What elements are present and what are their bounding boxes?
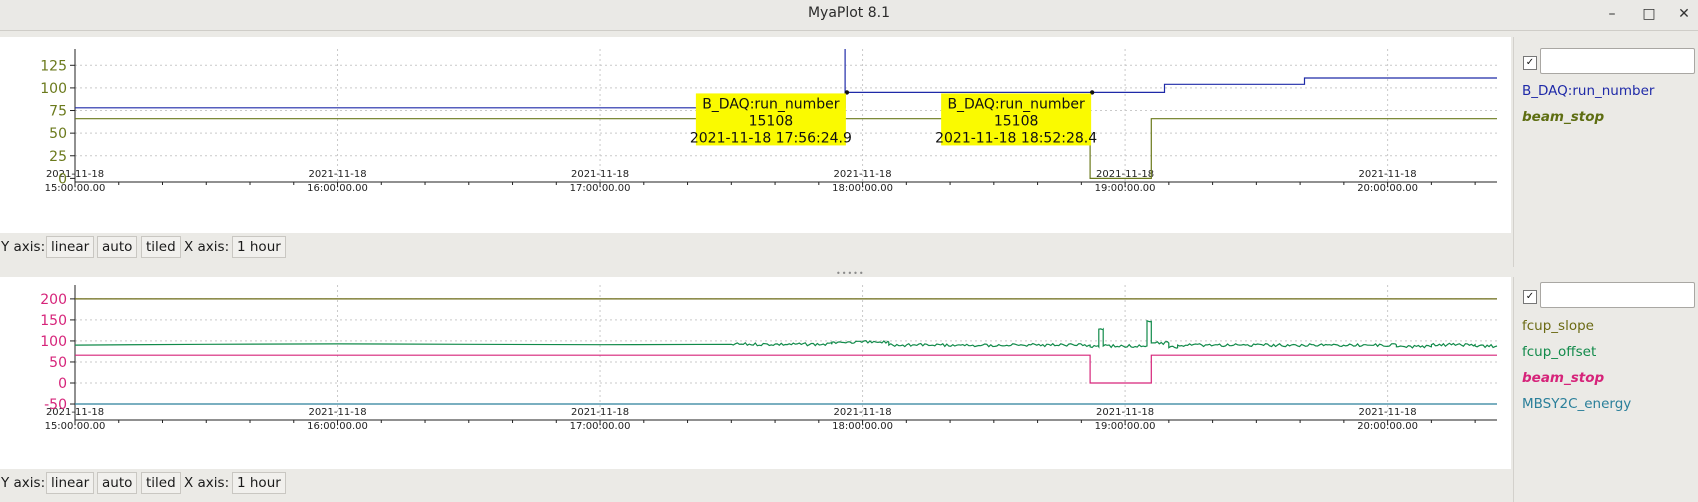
x-tick-label-time: 19:00:00.00	[1095, 183, 1156, 194]
x-tick-label-time: 15:00:00.00	[45, 183, 106, 194]
annotation-value: 15108	[749, 113, 794, 129]
legend-item-mbsy2c-energy[interactable]: MBSY2C_energy	[1522, 396, 1632, 412]
x-tick-label-time: 17:00:00.00	[570, 183, 631, 194]
x-tick-label-date: 2021-11-18	[834, 407, 892, 418]
legend-item-fcup-offset[interactable]: fcup_offset	[1522, 344, 1597, 360]
annotation-timestamp: 2021-11-18 18:52:28.4	[935, 130, 1097, 146]
legend-item-fcup-slope[interactable]: fcup_slope	[1522, 318, 1594, 334]
legend-filter-input[interactable]	[1540, 48, 1695, 74]
y-tick-label: 125	[40, 58, 67, 74]
splitter-grip-icon: •••••	[836, 269, 865, 278]
annotation-series-name: B_DAQ:run_number	[947, 96, 1085, 112]
y-scale-button[interactable]: linear	[46, 236, 95, 258]
series-line-b-daq-run-number	[75, 49, 1497, 109]
y-tick-label: -50	[44, 397, 67, 413]
annotation-value: 15108	[994, 113, 1039, 129]
x-tick-label-time: 18:00:00.00	[832, 421, 893, 432]
y-axis-label: Y axis:	[1, 475, 46, 491]
x-tick-label-time: 18:00:00.00	[832, 183, 893, 194]
x-tick-label-date: 2021-11-18	[308, 407, 366, 418]
y-tick-label: 25	[49, 149, 67, 165]
x-span-button[interactable]: 1 hour	[232, 236, 286, 258]
x-tick-label-date: 2021-11-18	[1359, 407, 1417, 418]
axis-controls-2: Y axis: linear auto tiled X axis: 1 hour	[0, 469, 1511, 497]
x-tick-label-date: 2021-11-18	[834, 169, 892, 180]
y-range-button[interactable]: auto	[97, 236, 138, 258]
x-tick-label-date: 2021-11-18	[571, 169, 629, 180]
x-tick-label-time: 20:00:00.00	[1357, 421, 1418, 432]
annotation-box	[695, 93, 846, 146]
maximize-icon[interactable]: □	[1642, 6, 1656, 22]
x-tick-label-date: 2021-11-18	[1096, 407, 1154, 418]
plot-panel-1: 2021-11-18 15:00:00.00 2021-11-18 16:00:00.…	[0, 37, 1698, 267]
chart-area-1[interactable]: 2021-11-18 15:00:00.00 2021-11-18 16:00:00.…	[0, 37, 1511, 233]
x-tick-label-date: 2021-11-18	[1096, 169, 1154, 180]
x-tick-label-time: 17:00:00.00	[570, 421, 631, 432]
x-tick-label-time: 16:00:00.00	[307, 421, 368, 432]
legend-checkbox[interactable]: ✓	[1523, 56, 1537, 70]
y-tick-label: 50	[49, 355, 67, 371]
axis-controls-1: Y axis: linear auto tiled X axis: 1 hour	[0, 233, 1511, 261]
legend-filter-input[interactable]	[1540, 282, 1695, 308]
x-axis-label: X axis:	[184, 239, 230, 255]
panel-splitter[interactable]: •••••	[0, 267, 1698, 278]
x-tick-label-time: 19:00:00.00	[1095, 421, 1156, 432]
close-icon[interactable]: ✕	[1678, 6, 1690, 22]
x-tick-label-date: 2021-11-18	[308, 169, 366, 180]
window-title: MyaPlot 8.1	[807, 5, 891, 21]
y-scale-button[interactable]: linear	[46, 472, 95, 494]
y-tick-label: 100	[40, 81, 67, 97]
legend-panel-1: ✓ B_DAQ:run_number beam_stop	[1513, 37, 1698, 267]
y-tick-label: 150	[40, 313, 67, 329]
series-line-fcup-offset	[74, 319, 1498, 349]
x-tick-label-time: 15:00:00.00	[45, 421, 106, 432]
y-tick-label: 50	[49, 126, 67, 142]
legend-panel-2: ✓ fcup_slope fcup_offset beam_stop MBSY2…	[1513, 277, 1698, 502]
annotation-series-name: B_DAQ:run_number	[702, 96, 840, 112]
annotation-timestamp: 2021-11-18 17:56:24.9	[690, 130, 852, 146]
plot-panel-2: 2021-11-18 15:00:00.00 2021-11-18 16:00:00.…	[0, 277, 1698, 502]
minimize-icon[interactable]: –	[1608, 6, 1616, 22]
x-tick-label-date: 2021-11-18	[571, 407, 629, 418]
window-titlebar: MyaPlot 8.1 – □ ✕	[0, 0, 1698, 31]
y-tick-label: 0	[58, 376, 67, 392]
x-tick-label-time: 20:00:00.00	[1357, 183, 1418, 194]
legend-checkbox[interactable]: ✓	[1523, 290, 1537, 304]
series-line-beam-stop	[75, 118, 1497, 179]
y-tick-label: 200	[40, 292, 67, 308]
y-tick-label: 100	[40, 334, 67, 350]
legend-item-beam-stop[interactable]: beam_stop	[1522, 370, 1605, 386]
annotation-box	[941, 93, 1092, 146]
y-layout-button[interactable]: tiled	[141, 236, 181, 258]
x-tick-label-time: 16:00:00.00	[307, 183, 368, 194]
chart-area-2[interactable]: 2021-11-18 15:00:00.00 2021-11-18 16:00:00.…	[0, 277, 1511, 469]
x-span-button[interactable]: 1 hour	[232, 472, 286, 494]
x-axis-label: X axis:	[184, 475, 230, 491]
y-tick-label: 75	[49, 104, 67, 120]
chart-2[interactable]: 2021-11-18 15:00:00.00 2021-11-18 16:00:00.…	[0, 277, 1511, 469]
y-tick-label: 0	[58, 171, 67, 187]
y-range-button[interactable]: auto	[97, 472, 138, 494]
series-line-beam-stop	[75, 354, 1497, 384]
legend-item-b-daq-run-number[interactable]: B_DAQ:run_number	[1522, 83, 1655, 99]
y-axis-label: Y axis:	[1, 239, 46, 255]
chart-1[interactable]: 2021-11-18 15:00:00.00 2021-11-18 16:00:00.…	[0, 37, 1511, 233]
y-layout-button[interactable]: tiled	[141, 472, 181, 494]
x-tick-label-date: 2021-11-18	[1359, 169, 1417, 180]
legend-item-beam-stop[interactable]: beam_stop	[1522, 109, 1605, 125]
